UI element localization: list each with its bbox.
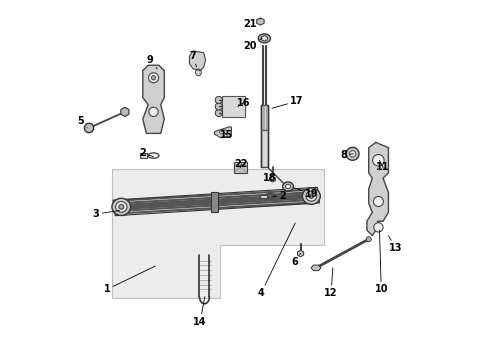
Circle shape bbox=[374, 223, 383, 232]
Text: 14: 14 bbox=[194, 297, 207, 327]
Polygon shape bbox=[190, 51, 205, 71]
Ellipse shape bbox=[112, 198, 131, 216]
Ellipse shape bbox=[220, 130, 227, 134]
Ellipse shape bbox=[261, 36, 268, 41]
Text: 16: 16 bbox=[237, 98, 250, 108]
Text: 15: 15 bbox=[220, 130, 234, 140]
Text: 18: 18 bbox=[263, 173, 276, 183]
Text: 1: 1 bbox=[103, 266, 155, 294]
Text: 5: 5 bbox=[77, 116, 87, 128]
Text: 9: 9 bbox=[147, 55, 157, 69]
Text: 11: 11 bbox=[376, 160, 390, 172]
Ellipse shape bbox=[309, 194, 314, 198]
Polygon shape bbox=[257, 18, 264, 25]
Polygon shape bbox=[215, 127, 231, 138]
Circle shape bbox=[346, 147, 359, 160]
Bar bbox=[140, 153, 147, 158]
Circle shape bbox=[149, 107, 158, 117]
Text: 7: 7 bbox=[190, 51, 196, 67]
Polygon shape bbox=[143, 65, 164, 134]
Circle shape bbox=[373, 197, 383, 207]
Bar bbox=[234, 162, 247, 173]
Circle shape bbox=[373, 154, 384, 166]
Polygon shape bbox=[270, 176, 275, 182]
Polygon shape bbox=[121, 107, 129, 117]
Polygon shape bbox=[297, 250, 304, 257]
Text: 22: 22 bbox=[235, 159, 248, 169]
Ellipse shape bbox=[283, 182, 294, 191]
Text: 6: 6 bbox=[291, 253, 300, 267]
Ellipse shape bbox=[285, 184, 291, 189]
Circle shape bbox=[215, 109, 222, 117]
Circle shape bbox=[349, 150, 356, 157]
Bar bbox=[260, 195, 267, 198]
Text: 21: 21 bbox=[244, 19, 260, 29]
Circle shape bbox=[148, 73, 159, 83]
Text: 2: 2 bbox=[272, 191, 286, 201]
Text: 12: 12 bbox=[324, 268, 338, 298]
Polygon shape bbox=[311, 265, 321, 271]
Polygon shape bbox=[262, 105, 268, 167]
Polygon shape bbox=[367, 142, 389, 235]
Ellipse shape bbox=[306, 191, 317, 201]
Ellipse shape bbox=[119, 204, 124, 209]
Circle shape bbox=[366, 237, 371, 242]
Ellipse shape bbox=[116, 202, 127, 212]
Ellipse shape bbox=[258, 34, 270, 43]
Circle shape bbox=[215, 96, 222, 104]
Ellipse shape bbox=[302, 188, 320, 204]
Text: 10: 10 bbox=[374, 230, 388, 294]
Circle shape bbox=[151, 76, 156, 80]
Text: 20: 20 bbox=[244, 39, 262, 50]
Text: 8: 8 bbox=[340, 150, 353, 160]
Bar bbox=[211, 192, 218, 212]
Text: 17: 17 bbox=[272, 96, 304, 108]
Text: 3: 3 bbox=[93, 209, 120, 219]
Circle shape bbox=[215, 103, 222, 110]
Text: 19: 19 bbox=[294, 188, 318, 199]
Text: 13: 13 bbox=[389, 235, 402, 253]
Polygon shape bbox=[112, 169, 324, 298]
Circle shape bbox=[84, 123, 94, 133]
Bar bbox=[221, 96, 245, 117]
Text: 2: 2 bbox=[140, 148, 153, 158]
Text: 4: 4 bbox=[258, 223, 295, 298]
